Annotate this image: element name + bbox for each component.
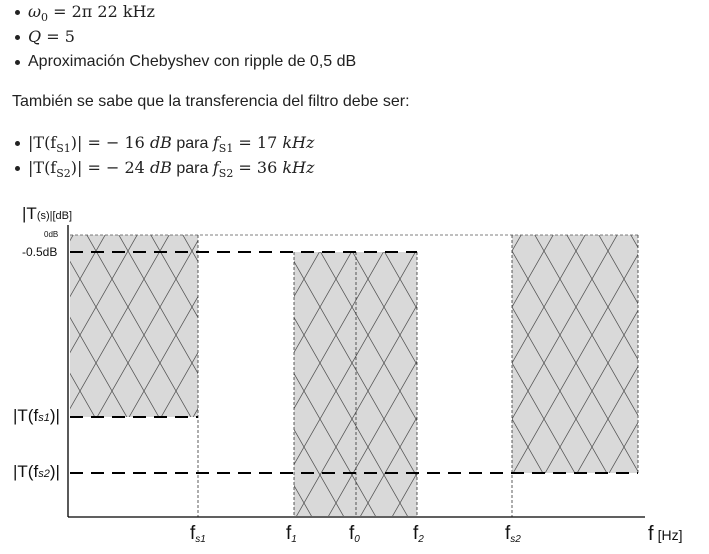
bullet-icon xyxy=(15,166,20,171)
spec-list: ω0 = 2π 22 kHz Q = 5 Aproximación Chebys… xyxy=(12,1,356,76)
level-lines xyxy=(70,251,638,474)
t-fs1-label: |T(fs1)| xyxy=(13,406,60,425)
y-axis-label: |T(s)|[dB] xyxy=(22,204,72,223)
condition-list: |T(fS1)| = − 16 dB para fS1 = 17 kHz |T(… xyxy=(12,132,314,182)
tick-f0: f0 xyxy=(349,523,360,545)
passband-region xyxy=(294,252,417,516)
intro-paragraph: También se sabe que la transferencia del… xyxy=(12,93,410,110)
bullet-icon xyxy=(15,10,20,15)
condition-fs1: |T(fS1)| = − 16 dB para fS1 = 17 kHz xyxy=(12,132,314,157)
x-axis-label: f [Hz] xyxy=(648,523,682,545)
stopband-left-region xyxy=(70,235,198,417)
spec-approximation: Aproximación Chebyshev con ripple de 0,5… xyxy=(12,51,356,76)
spec-q: Q = 5 xyxy=(12,26,356,51)
zero-db-label: 0dB xyxy=(44,230,58,239)
tick-f2: f2 xyxy=(413,523,424,545)
tick-f1: f1 xyxy=(286,523,297,545)
tick-fs2: fs2 xyxy=(505,523,521,545)
t-fs2-label: |T(fs2)| xyxy=(13,462,60,481)
condition-fs2: |T(fS2)| = − 24 dB para fS2 = 36 kHz xyxy=(12,157,314,182)
tick-fs1: fs1 xyxy=(190,523,206,545)
bullet-icon xyxy=(15,60,20,65)
stopband-right-region xyxy=(512,235,638,473)
bullet-icon xyxy=(15,35,20,40)
spec-omega: ω0 = 2π 22 kHz xyxy=(12,1,356,26)
bullet-icon xyxy=(15,141,20,146)
filter-template-diagram: |T(s)|[dB] 0dB -0.5dB |T(fs1)| |T(fs2)| … xyxy=(13,204,682,545)
ripple-db-label: -0.5dB xyxy=(22,245,57,259)
